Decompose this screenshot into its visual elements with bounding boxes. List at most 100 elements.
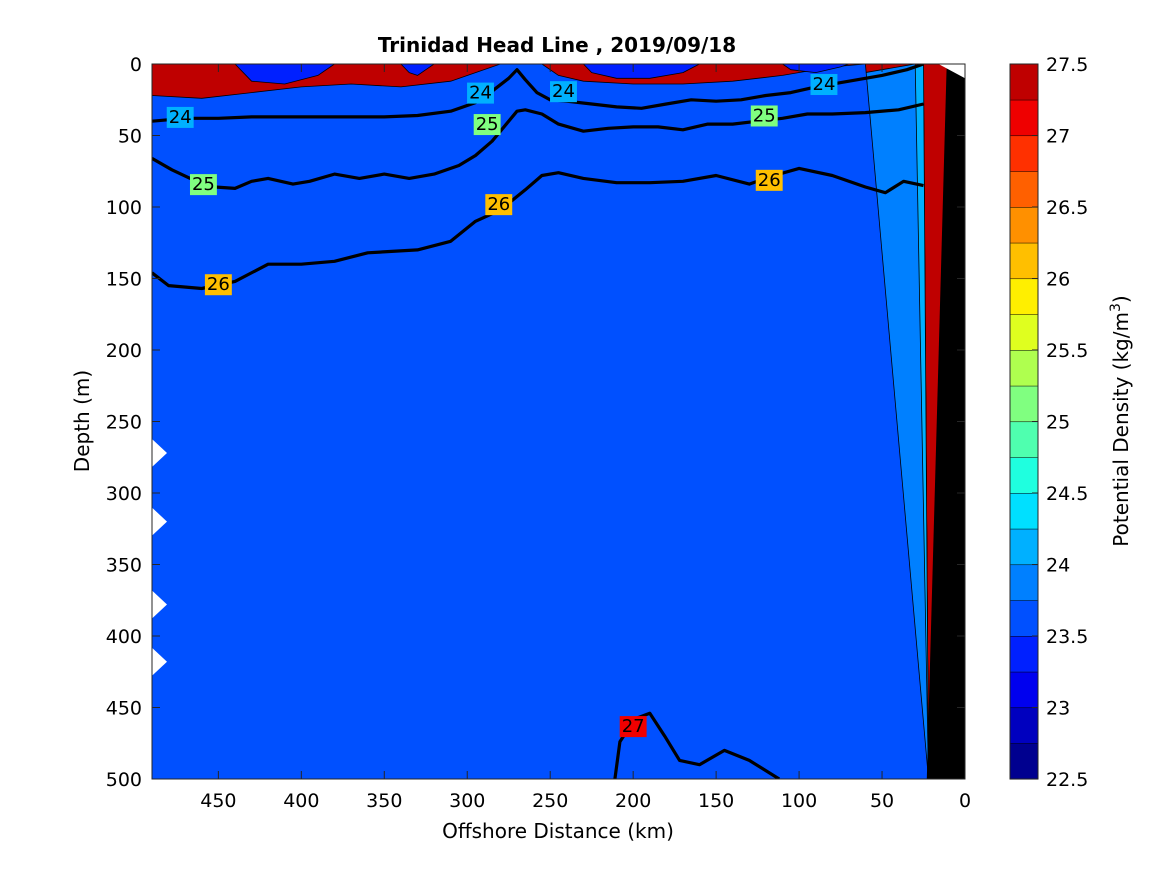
colorbar-tick-label: 26 [1046,269,1070,291]
contour-label-24: 24 [552,81,575,102]
colorbar-cell [1009,242,1039,280]
x-tick-label: 100 [781,790,817,812]
y-tick-label: 500 [106,769,142,791]
contour-label-25: 25 [476,114,499,135]
colorbar: 22.5 23 23.5 24 24.5 25 25.5 26 26.5 27 27.5 Poten… [1009,54,1133,791]
x-tick-label: 150 [698,790,734,812]
contour-label-26: 26 [758,170,781,191]
contour-label-24: 24 [813,74,836,95]
contour-label-background [473,114,501,136]
colorbar-tick-label: 25 [1046,412,1070,434]
colorbar-cell [1009,528,1039,566]
colorbar-cell [1009,99,1039,137]
colorbar-cell [1009,492,1039,530]
contour-label-24: 24 [169,107,192,128]
missing-data-notch [152,647,167,676]
contour-label-background [550,81,577,103]
contour-label-24: 24 [469,83,492,104]
colorbar-cell [1009,278,1039,315]
plot-area: 24 24 24 24 25 25 25 26 26 26 27 [151,63,966,780]
seafloor-mask [152,64,965,779]
missing-data-notch [152,590,167,619]
x-tick-label: 0 [959,790,971,812]
y-axis-label: Depth (m) [70,370,94,472]
seafloor-wedge [926,64,965,779]
colorbar-tick-label: 23 [1046,698,1070,720]
x-tick-label: 50 [870,790,894,812]
colorbar-tick-label: 27.5 [1046,54,1088,76]
contour-label-background [810,74,838,96]
x-tick-label: 250 [532,790,568,812]
isopycnal-24-line [152,64,925,123]
colorbar-cell [1009,564,1039,601]
density-band-23-25 [234,64,335,85]
x-tick-label: 300 [449,790,485,812]
missing-data-notch [152,438,167,467]
y-tick-label: 400 [106,626,142,648]
colorbar-cell [1009,707,1039,744]
colorbar-tick-label: 24 [1046,555,1070,577]
contour-label-background [755,169,783,191]
y-tick-label: 350 [106,555,142,577]
colorbar-cell [1009,385,1039,423]
y-tick-label: 150 [106,269,142,291]
contour-label-25: 25 [753,105,776,126]
colorbar-label: Potential Density (kg/m3) [1108,295,1133,546]
contour-label-background [467,82,494,104]
colorbar-cell [1009,171,1039,208]
colorbar-tick-label: 24.5 [1046,483,1088,505]
colorbar-tick-label: 25.5 [1046,340,1088,362]
density-band-23-25 [400,64,435,76]
colorbar-cell [1009,63,1039,101]
shore-gap [938,64,965,79]
contour-label-background [485,194,513,216]
chart-title: Trinidad Head Line , 2019/09/18 [378,33,736,57]
x-axis-label: Offshore Distance (km) [442,819,674,843]
colorbar-cell [1009,135,1039,172]
y-tick-label: 200 [106,340,142,362]
contour-label-25: 25 [192,174,215,195]
contour-label-background [166,106,194,128]
contour-label-27: 27 [622,716,645,737]
contour-label-background [619,716,647,738]
y-tick-label: 300 [106,483,142,505]
contour-label-26: 26 [487,194,510,215]
y-tick-label: 100 [106,197,142,219]
colorbar-cell [1009,743,1039,780]
colorbar-tick-label: 23.5 [1046,626,1088,648]
y-tick-label: 450 [106,698,142,720]
isopycnal-26-line [152,166,924,291]
density-fills [152,64,929,779]
colorbar-cells [1009,63,1039,780]
y-tick-label: 0 [130,54,142,76]
colorbar-ticks: 22.5 23 23.5 24 24.5 25 25.5 26 26.5 27 27.5 [1032,54,1088,791]
y-axis: 0 50 100 150 200 250 300 350 400 450 500 [106,54,965,791]
colorbar-cell [1009,421,1039,458]
contour-label-background [204,274,232,296]
colorbar-cell [1009,635,1039,673]
colorbar-cell [1009,206,1039,244]
colorbar-cell [1009,457,1039,494]
colorbar-cell [1009,349,1039,387]
colorbar-tick-label: 26.5 [1046,197,1088,219]
contour-labels: 24 24 24 24 25 25 25 26 26 26 27 [166,74,838,738]
y-tick-label: 250 [106,412,142,434]
x-tick-label: 200 [615,790,651,812]
y-tick-label: 50 [118,126,142,148]
contour-label-26: 26 [207,274,230,295]
x-tick-label: 450 [200,790,236,812]
x-tick-label: 350 [366,790,402,812]
colorbar-tick-label: 22.5 [1046,769,1088,791]
colorbar-cell [1009,600,1039,637]
x-axis: 450 400 350 300 250 200 150 100 50 0 [200,64,971,812]
colorbar-cell [1009,314,1039,351]
contour-label-background [189,174,217,196]
contour-label-background [750,105,778,127]
x-tick-label: 400 [283,790,319,812]
density-band-23-25 [583,64,700,79]
colorbar-cell [1009,671,1039,709]
missing-data-notch [152,507,167,536]
density-band-23-5 [152,64,929,779]
colorbar-tick-label: 27 [1046,126,1070,148]
